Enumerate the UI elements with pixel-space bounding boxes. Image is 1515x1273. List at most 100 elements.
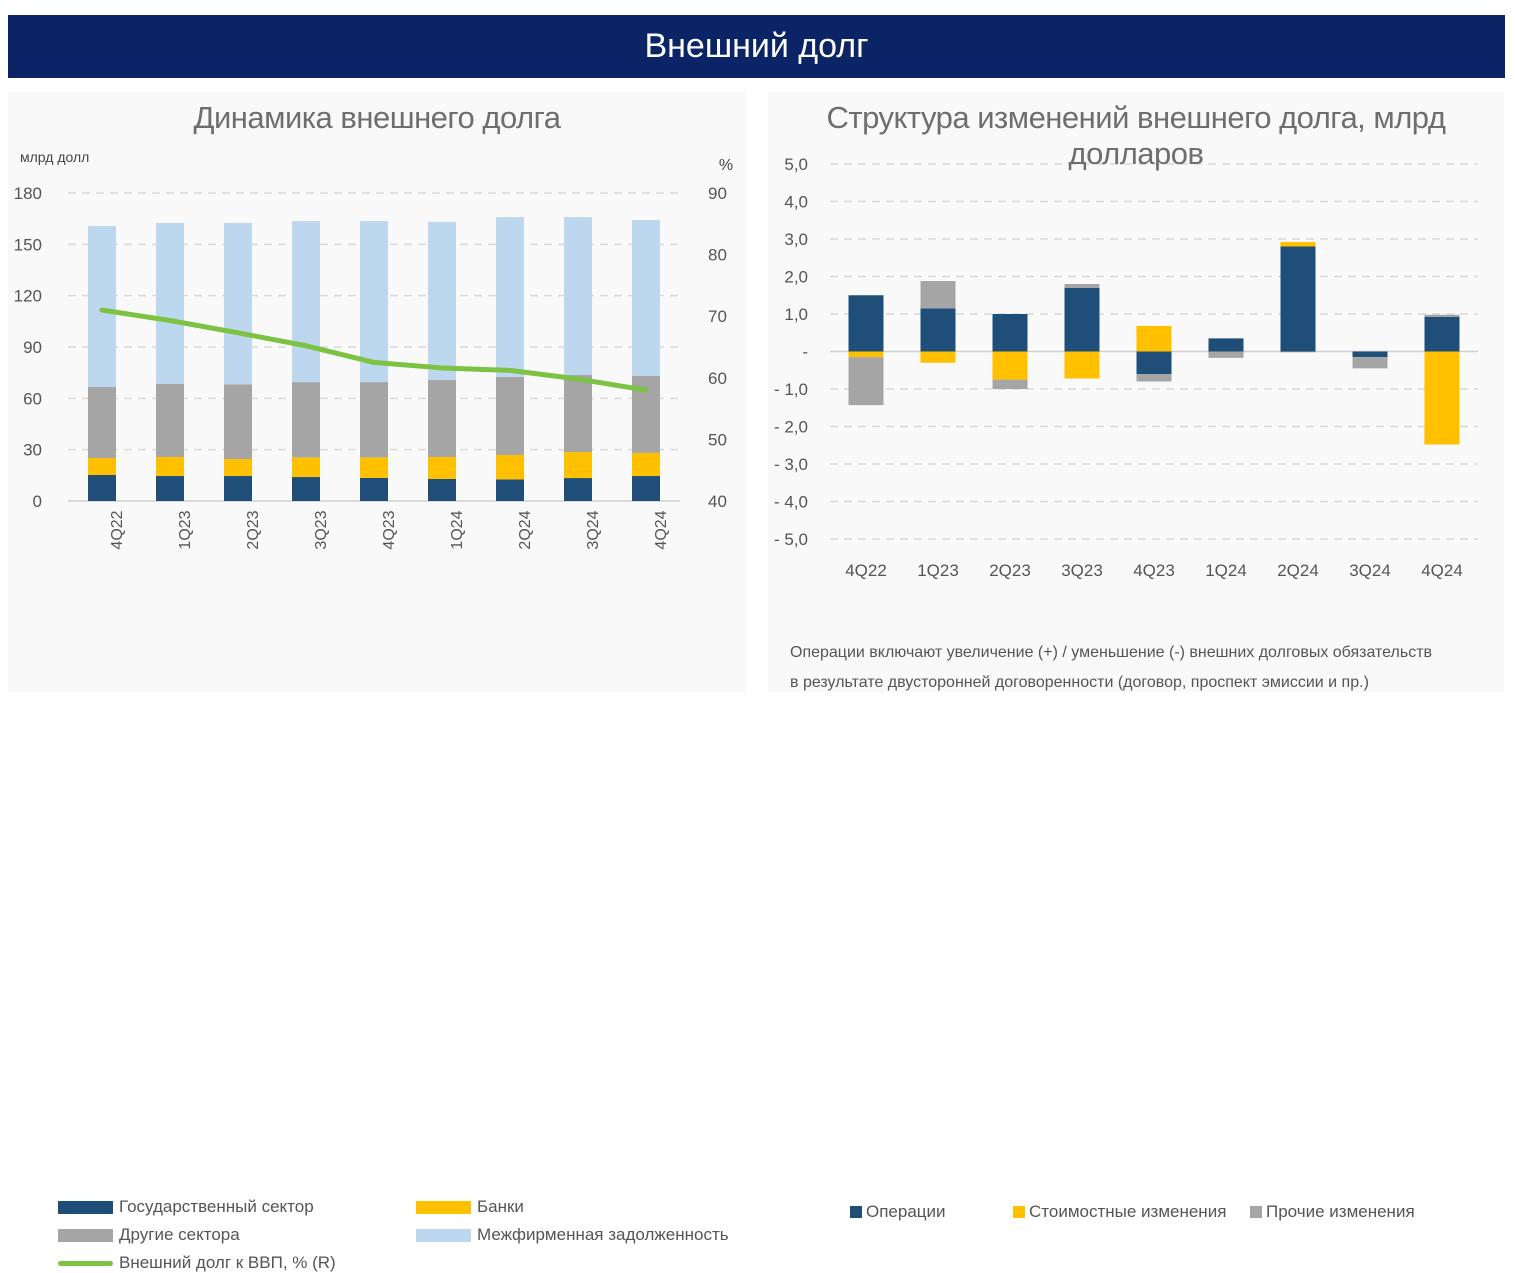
bar-segment	[360, 478, 388, 501]
bar-segment	[849, 357, 884, 405]
bar-segment	[1137, 326, 1172, 352]
x-tick-label: 3Q23	[313, 510, 330, 549]
x-tick-label: 3Q23	[1061, 561, 1103, 580]
y-tick-label: - 1,0	[774, 380, 808, 399]
legend-swatch	[416, 1229, 471, 1242]
banner-title: Внешний долг	[644, 27, 868, 65]
bar-segment	[156, 476, 184, 501]
bar-segment	[564, 375, 592, 452]
bar-segment	[224, 476, 252, 501]
y-tick-label: - 2,0	[774, 418, 808, 437]
bar-segment	[496, 455, 524, 479]
bar-segment	[292, 477, 320, 501]
legend-label: Операции	[866, 1202, 946, 1222]
debt-changes-panel: Структура изменений внешнего долга, млрд…	[768, 92, 1504, 692]
bar-segment	[156, 457, 184, 476]
right-y-axis-label: %	[719, 157, 733, 174]
bar-segment	[224, 459, 252, 476]
bar-segment	[428, 479, 456, 501]
legend-item: Государственный сектор	[58, 1197, 314, 1217]
y2-tick-label: 70	[708, 307, 727, 326]
bar-segment	[632, 453, 660, 476]
y-tick-label: 1,0	[784, 305, 808, 324]
y-tick-label: 150	[14, 235, 42, 254]
bar-segment	[1137, 352, 1172, 375]
legend-item: Другие сектора	[58, 1225, 240, 1245]
x-tick-label: 4Q24	[1421, 561, 1463, 580]
bar-segment	[360, 382, 388, 457]
bar-segment	[224, 384, 252, 459]
bar-segment	[428, 380, 456, 457]
bar-segment	[88, 226, 116, 387]
bar-segment	[921, 352, 956, 363]
bar-segment	[156, 223, 184, 384]
bar-segment	[428, 457, 456, 479]
bar-segment	[1209, 338, 1244, 351]
y-tick-label: - 5,0	[774, 530, 808, 549]
chart-note: Операции включают увеличение (+) / умень…	[790, 638, 1432, 698]
y2-tick-label: 90	[708, 184, 727, 203]
x-tick-label: 2Q24	[517, 510, 534, 549]
bar-segment	[1209, 352, 1244, 358]
x-tick-label: 3Q24	[1349, 561, 1391, 580]
x-tick-label: 4Q23	[381, 510, 398, 549]
x-tick-label: 1Q23	[917, 561, 959, 580]
legend-swatch	[1013, 1206, 1025, 1218]
legend-swatch	[850, 1206, 862, 1218]
legend-item: Внешний долг к ВВП, % (R)	[58, 1253, 336, 1273]
x-tick-label: 4Q24	[653, 510, 670, 549]
y-tick-label: - 3,0	[774, 455, 808, 474]
y-tick-label: 30	[23, 441, 42, 460]
bar-segment	[156, 384, 184, 457]
bar-segment	[1281, 242, 1316, 247]
note-line-1: Операции включают увеличение (+) / умень…	[790, 638, 1432, 668]
y-tick-label: 180	[14, 184, 42, 203]
right-chart-title: Структура изменений внешнего долга, млрд…	[768, 100, 1504, 172]
y-tick-label: 4,0	[784, 193, 808, 212]
bar-segment	[496, 217, 524, 377]
legend-item: Прочие изменения	[1250, 1202, 1415, 1222]
bar-segment	[564, 478, 592, 501]
bar-segment	[993, 352, 1028, 380]
left-y-axis-label: млрд долл	[20, 149, 89, 165]
legend-swatch	[1250, 1206, 1262, 1218]
bar-segment	[564, 217, 592, 375]
bar-segment	[921, 308, 956, 351]
bar-segment	[1065, 284, 1100, 288]
y-tick-label: 60	[23, 389, 42, 408]
bar-segment	[1137, 374, 1172, 382]
bar-segment	[496, 377, 524, 455]
debt-dynamics-chart: млрд долл%03060901201501804050607080904Q…	[8, 92, 746, 692]
bar-segment	[224, 223, 252, 384]
bar-segment	[632, 476, 660, 501]
bar-segment	[1425, 315, 1460, 317]
y2-tick-label: 50	[708, 430, 727, 449]
legend-item: Операции	[850, 1202, 946, 1222]
bar-segment	[849, 295, 884, 351]
bar-segment	[1281, 352, 1316, 353]
page-banner: Внешний долг	[8, 15, 1505, 78]
legend-label: Другие сектора	[119, 1225, 240, 1245]
bar-segment	[564, 452, 592, 478]
y2-tick-label: 80	[708, 246, 727, 265]
y-tick-label: -	[802, 343, 808, 362]
bar-segment	[428, 222, 456, 380]
legend-item: Межфирменная задолженность	[416, 1225, 729, 1245]
bar-segment	[88, 475, 116, 501]
y-tick-label: 90	[23, 338, 42, 357]
x-tick-label: 4Q23	[1133, 561, 1175, 580]
bar-segment	[292, 457, 320, 477]
debt-changes-chart: - 5,0- 4,0- 3,0- 2,0- 1,0-1,02,03,04,05,…	[768, 92, 1504, 692]
legend-swatch	[58, 1201, 113, 1214]
bar-segment	[88, 387, 116, 458]
note-line-2: в результате двусторонней договоренности…	[790, 668, 1432, 698]
bar-segment	[292, 221, 320, 382]
legend-label: Государственный сектор	[119, 1197, 314, 1217]
bar-segment	[1065, 352, 1100, 379]
legend-label: Межфирменная задолженность	[477, 1225, 729, 1245]
legend-swatch	[416, 1201, 471, 1214]
left-chart-title: Динамика внешнего долга	[8, 100, 746, 136]
bar-segment	[1425, 317, 1460, 352]
legend-label: Банки	[477, 1197, 524, 1217]
